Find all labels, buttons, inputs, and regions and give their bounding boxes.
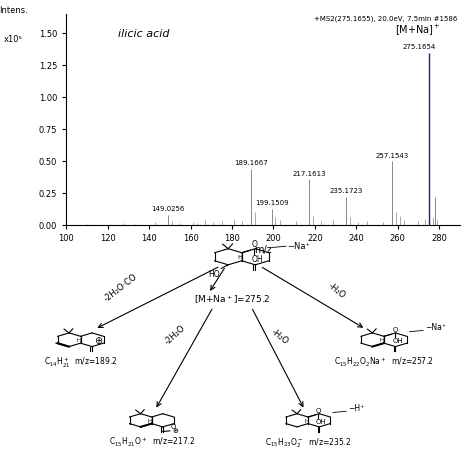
Text: O: O [251,240,257,249]
Text: 235.1723: 235.1723 [329,189,363,194]
Text: HO: HO [209,270,220,279]
Text: C$_{15}$H$_{22}$O$_2$Na$^+$  m/z=257.2: C$_{15}$H$_{22}$O$_2$Na$^+$ m/z=257.2 [334,356,434,369]
Text: x10⁵: x10⁵ [4,35,23,44]
Text: -2H₂O: -2H₂O [163,324,188,346]
Text: O: O [392,327,398,333]
Text: 257.1543: 257.1543 [375,153,409,159]
Text: H: H [237,255,242,260]
Text: C$_{15}$H$_{23}$O$_2^-$  m/z=235.2: C$_{15}$H$_{23}$O$_2^-$ m/z=235.2 [265,437,351,450]
Text: H: H [77,338,81,343]
Text: −H⁺: −H⁺ [348,404,365,413]
Text: 189.1667: 189.1667 [234,160,268,166]
Text: C$_{14}$H$_{21}^+$  m/z=189.2: C$_{14}$H$_{21}^+$ m/z=189.2 [44,356,117,370]
Text: OH: OH [251,255,263,264]
Text: 149.0256: 149.0256 [151,206,184,212]
Text: 199.1509: 199.1509 [255,200,289,206]
Text: Intens.: Intens. [0,6,27,15]
X-axis label: m/z: m/z [254,245,272,255]
Text: -H₂O: -H₂O [269,328,290,346]
Text: 275.1654: 275.1654 [402,44,435,50]
Text: ⊕: ⊕ [173,428,179,434]
Text: OH: OH [316,419,327,425]
Text: ilicic acid: ilicic acid [118,29,169,39]
Text: -2H₂O·CO: -2H₂O·CO [102,273,139,304]
Text: [M+Na]$^+$: [M+Na]$^+$ [395,22,441,37]
Text: −Na⁺: −Na⁺ [425,323,447,332]
Text: ⊕: ⊕ [94,336,102,346]
Text: H: H [380,338,384,343]
Text: −Na⁺: −Na⁺ [288,242,310,251]
Text: O: O [171,424,176,430]
Text: H: H [148,419,152,424]
Text: OH: OH [392,338,403,344]
Text: -H₂O: -H₂O [326,281,347,300]
Text: H: H [304,419,308,424]
Text: [M+Na$^+$]=275.2: [M+Na$^+$]=275.2 [194,293,271,306]
Text: O: O [316,408,321,414]
Text: 217.1613: 217.1613 [292,171,326,177]
Text: C$_{15}$H$_{21}$O$^+$  m/z=217.2: C$_{15}$H$_{21}$O$^+$ m/z=217.2 [109,436,195,449]
Text: +MS2(275.1655), 20.0eV, 7.5min #1586: +MS2(275.1655), 20.0eV, 7.5min #1586 [314,15,458,22]
